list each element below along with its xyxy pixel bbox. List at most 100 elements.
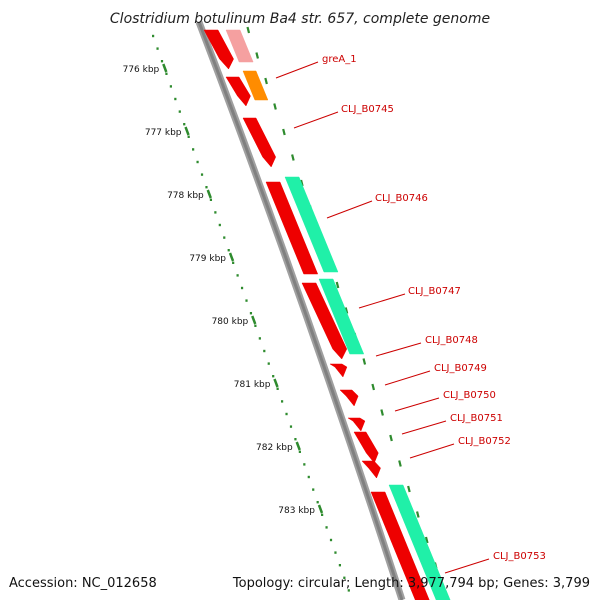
gene-leader-line xyxy=(401,420,447,435)
ruler-dot xyxy=(325,526,328,529)
gene-leader-line xyxy=(293,111,339,129)
ruler-dot xyxy=(334,551,337,554)
ruler-tick-label: 779 kbp xyxy=(189,254,226,264)
gene-label: CLJ_B0752 xyxy=(458,436,511,447)
scale-dash xyxy=(380,409,384,416)
rna-feature xyxy=(284,176,339,273)
cds-feature xyxy=(370,491,430,600)
ruler-dot xyxy=(338,564,342,567)
ruler-dot xyxy=(178,110,181,113)
ruler-tick-label: 783 kbp xyxy=(278,506,315,516)
scale-dash xyxy=(273,103,277,110)
ruler-dot xyxy=(165,72,168,75)
ruler-major-tick xyxy=(295,441,301,451)
scale-dash xyxy=(291,154,295,161)
genome-backbone xyxy=(195,20,406,600)
ruler-dot xyxy=(240,286,244,290)
ruler-dot xyxy=(187,135,190,138)
ruler-dot xyxy=(303,463,306,466)
ruler-dot xyxy=(183,123,186,126)
ruler-dot xyxy=(205,186,208,189)
ruler-dot xyxy=(321,513,324,516)
gene-leader-line xyxy=(384,370,431,386)
ruler-tick-label: 776 kbp xyxy=(123,65,160,75)
scale-dash xyxy=(389,434,393,442)
ruler-dot xyxy=(169,85,172,88)
gene-leader-line xyxy=(326,200,373,219)
cds-feature xyxy=(225,76,251,107)
gene-label: CLJ_B0745 xyxy=(341,104,394,115)
ruler-dot xyxy=(223,236,226,239)
ruler-tick-label: 778 kbp xyxy=(167,191,204,201)
cds-feature xyxy=(265,181,319,275)
ruler-major-tick xyxy=(273,378,279,388)
ruler-dot xyxy=(294,438,297,441)
ruler-dot xyxy=(347,589,350,592)
gene-label: CLJ_B0746 xyxy=(375,193,428,204)
scale-dash xyxy=(264,77,268,85)
ruler-major-tick xyxy=(206,189,212,199)
ruler-tick-label: 777 kbp xyxy=(145,128,182,138)
ruler-dot xyxy=(218,223,221,227)
backbone-line xyxy=(197,21,404,600)
gene-leader-line xyxy=(358,293,406,309)
scale-dash xyxy=(398,460,402,467)
ruler-dot xyxy=(200,173,204,176)
ruler-tick-label: 780 kbp xyxy=(212,317,249,327)
rna-feature xyxy=(388,484,451,600)
ruler-dot xyxy=(196,160,199,164)
ruler-major-tick xyxy=(228,252,235,262)
gene-leader-line xyxy=(375,342,422,357)
cds-feature xyxy=(347,417,366,432)
ruler-tick-label: 782 kbp xyxy=(256,443,293,453)
cds-feature xyxy=(329,363,348,378)
scale-dash xyxy=(282,128,286,136)
cds-feature xyxy=(361,460,381,479)
gene-label: CLJ_B0748 xyxy=(425,335,478,346)
cds-feature xyxy=(203,29,234,70)
ruler-major-tick xyxy=(317,504,324,514)
scale-dash xyxy=(335,281,340,289)
ruler-dot xyxy=(298,450,301,453)
cds-feature xyxy=(353,431,379,464)
ruler-dot xyxy=(312,488,315,491)
ruler-major-tick xyxy=(251,315,257,325)
feature-tracks xyxy=(203,29,451,600)
ruler-dot xyxy=(276,387,279,390)
accession-text: Accession: NC_012658 xyxy=(9,576,157,591)
grea-feature xyxy=(242,70,269,101)
gene-leader-line xyxy=(394,397,440,412)
gene-label: CLJ_B0751 xyxy=(450,413,503,424)
ruler-major-tick xyxy=(184,126,190,136)
scale-dash xyxy=(255,52,259,59)
gene-leader-line xyxy=(444,558,490,574)
ruler-dot xyxy=(316,501,319,504)
ruler-dot xyxy=(152,34,155,38)
scale-dash xyxy=(407,485,411,493)
genome-summary-text: Topology: circular; Length: 3,977,794 bp… xyxy=(232,576,590,591)
ruler-major-tick xyxy=(162,63,168,73)
scale-dash xyxy=(371,383,376,391)
map-title: Clostridium botulinum Ba4 str. 657, comp… xyxy=(110,11,490,27)
ruler-dot xyxy=(285,412,288,416)
ruler-dot xyxy=(236,274,239,277)
ruler-dot xyxy=(192,148,195,151)
gene-label: CLJ_B0747 xyxy=(408,286,461,297)
ruler-dot xyxy=(156,47,159,50)
ruler-dot xyxy=(232,261,235,264)
gene-label: CLJ_B0749 xyxy=(434,363,487,374)
cds-feature-faded xyxy=(225,29,254,63)
cds-feature xyxy=(339,389,359,407)
scale-dash xyxy=(416,511,420,518)
ruler-dot xyxy=(174,97,177,101)
ruler-dot xyxy=(263,349,266,353)
ruler-dot xyxy=(245,299,248,302)
ruler-dot xyxy=(307,475,310,479)
kbp-ruler: 776 kbp 777 kbp 778 kbp 779 kbp 780 kbp 781 k… xyxy=(123,26,447,595)
ruler-dot xyxy=(329,538,333,542)
ruler-dot xyxy=(267,362,270,365)
ruler-dot xyxy=(254,324,257,327)
ruler-dot xyxy=(160,60,164,63)
gene-labels: greA_1 CLJ_B0745 CLJ_B0746 CLJ_B0747 CLJ_B07… xyxy=(275,54,546,574)
gene-label: CLJ_B0753 xyxy=(493,551,546,562)
